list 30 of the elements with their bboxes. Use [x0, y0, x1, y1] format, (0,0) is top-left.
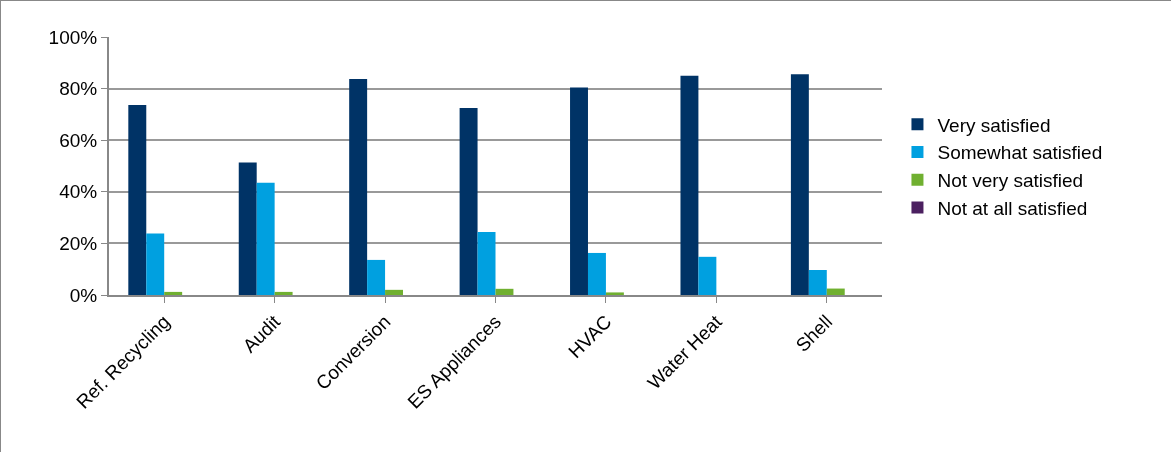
- y-tick-label: 80%: [59, 78, 98, 100]
- bar: [459, 107, 478, 295]
- bar: [274, 291, 293, 295]
- bar: [349, 79, 368, 295]
- bar: [128, 105, 147, 295]
- bar: [808, 269, 827, 295]
- bar: [698, 256, 717, 295]
- legend-label: Not at all satisfied: [937, 197, 1088, 219]
- y-tick-label: 40%: [59, 181, 98, 203]
- bar: [477, 232, 496, 295]
- bar: [587, 252, 606, 295]
- bar: [164, 291, 183, 295]
- legend-label: Somewhat satisfied: [937, 142, 1103, 164]
- bar: [570, 87, 588, 295]
- y-tick-label: 20%: [59, 233, 98, 255]
- bar: [680, 75, 699, 295]
- bar: [238, 162, 257, 295]
- bar: [146, 233, 165, 295]
- y-tick-label: 0%: [69, 284, 98, 306]
- legend-label: Not very satisfied: [937, 170, 1084, 192]
- y-tick-label: 60%: [59, 129, 98, 151]
- y-tick-label: 100%: [48, 26, 98, 48]
- bar: [256, 182, 275, 295]
- bar: [605, 292, 624, 295]
- legend-label: Very satisfied: [937, 114, 1051, 136]
- bar: [826, 288, 845, 295]
- bar: [495, 288, 514, 295]
- bar: [790, 74, 809, 295]
- bar: [385, 289, 404, 295]
- bar: [367, 259, 386, 295]
